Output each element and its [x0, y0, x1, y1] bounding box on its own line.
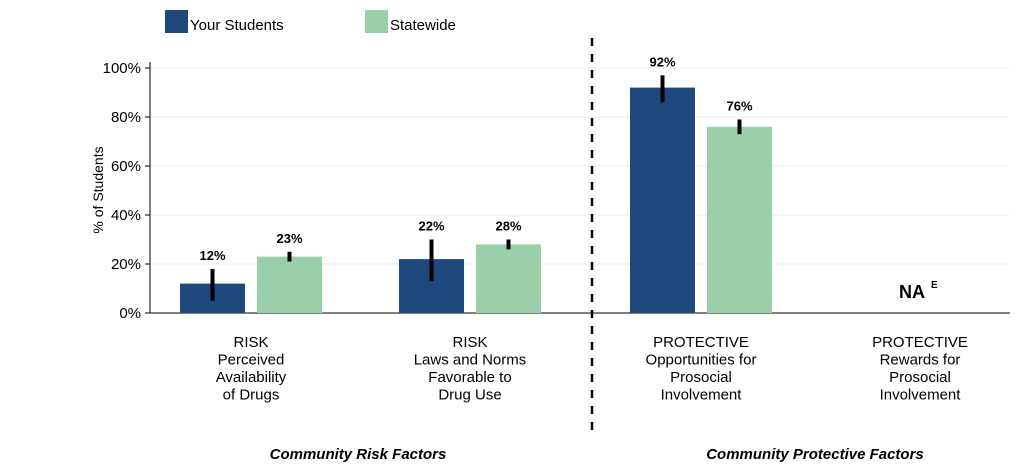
- bar: [630, 87, 695, 313]
- data-label: 12%: [199, 248, 225, 263]
- gridlines: [150, 67, 1010, 265]
- data-label: 76%: [726, 98, 752, 113]
- data-label: 28%: [495, 219, 521, 234]
- group-label: Community Risk Factors: [270, 446, 447, 463]
- y-tick-label: 40%: [111, 207, 141, 224]
- labels: RISK Perceived Availability of Drugs RISK Law…: [199, 54, 967, 463]
- legend: Your Students Statewide: [165, 10, 456, 34]
- y-tick-label: 100%: [103, 60, 141, 77]
- category-label: RISK Laws and Norms Favorable to Drug Use: [414, 334, 527, 404]
- y-tick-label: 0%: [119, 305, 141, 322]
- na-annotation: NA: [899, 282, 925, 302]
- y-axis-label: % of Students: [90, 146, 106, 233]
- legend-swatch: [365, 10, 388, 33]
- y-tick-label: 60%: [111, 158, 141, 175]
- data-label: 22%: [418, 219, 444, 234]
- data-label: 23%: [276, 231, 302, 246]
- data-label: 92%: [649, 54, 675, 69]
- legend-entry: Statewide: [390, 17, 456, 34]
- legend-entry: Your Students: [190, 17, 284, 34]
- group-label: Community Protective Factors: [706, 446, 924, 463]
- bar: [476, 244, 541, 313]
- category-label: PROTECTIVE Rewards for Prosocial Involvemen…: [872, 334, 968, 404]
- y-tick-label: 80%: [111, 109, 141, 126]
- bar: [707, 126, 772, 313]
- legend-swatch: [165, 10, 188, 33]
- bar: [257, 256, 322, 313]
- bars: [180, 75, 772, 313]
- category-label: PROTECTIVE Opportunities for Prosocial Invo…: [646, 334, 757, 404]
- category-label: RISK Perceived Availability of Drugs: [216, 334, 287, 404]
- na-superscript: E: [931, 280, 938, 291]
- axes: 0% 20% 40% 60% 80% 100%: [103, 38, 1010, 438]
- y-tick-label: 20%: [111, 256, 141, 273]
